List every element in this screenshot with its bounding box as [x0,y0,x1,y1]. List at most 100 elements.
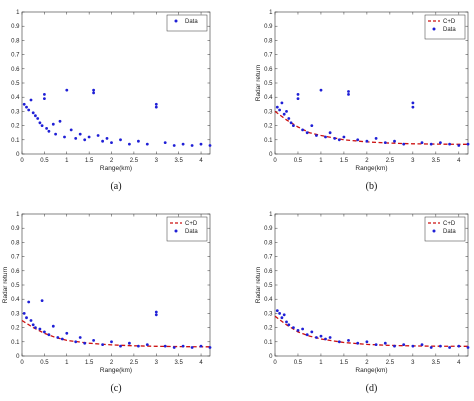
data-point [29,319,33,322]
data-point [163,141,167,145]
y-tick-label: 0.9 [264,226,273,232]
data-point [69,128,73,132]
data-point [328,131,332,135]
y-tick-label: 0.7 [11,255,20,261]
data-point [411,105,415,109]
y-tick-label: 0.1 [264,138,273,144]
data-point [22,312,26,315]
data-point [280,101,284,105]
y-tick-label: 0.8 [11,38,20,44]
legend-dot-swatch [174,19,178,23]
y-tick-label: 0.1 [264,340,273,346]
data-point [137,139,140,143]
data-point [278,108,281,112]
x-tick-label: 2.5 [130,158,139,164]
data-point [65,88,69,92]
data-point [25,316,28,320]
data-point [127,142,131,146]
data-point [301,327,304,331]
data-point [365,340,369,344]
data-point [337,138,341,142]
data-point [25,105,28,109]
data-point [181,142,185,146]
data-point [43,93,46,96]
y-tick-label: 0.2 [11,326,20,332]
data-point [466,142,470,146]
legend-entry: Data [443,229,456,235]
x-tick-label: 0.5 [294,158,303,164]
data-point [58,119,62,123]
y-tick-label: 0 [269,354,273,360]
legend-box [166,14,208,32]
data-point [347,93,350,96]
data-point [411,101,415,105]
data-point [383,341,387,345]
x-tick-label: 4 [199,158,203,164]
x-tick-label: 4 [457,360,461,366]
data-point [457,344,461,348]
data-point [74,340,78,344]
data-point [278,312,281,315]
data-point [457,144,461,147]
data-point [429,142,433,146]
y-tick-label: 0.4 [11,297,20,303]
legend-entry: Data [185,19,198,25]
x-tick-label: 1.5 [340,158,349,164]
data-point [29,98,33,102]
data-point [78,336,82,339]
x-tick-label: 0 [20,360,24,366]
y-tick-label: 0 [269,152,273,158]
data-point [154,102,158,106]
chart-panel: 0 0.1 0.2 0.3 0.4 0.5 0.6 0.7 0.8 0.9 1 0 0.5 1 1.5 2 2.… [2,212,212,394]
y-tick-label: 0 [16,354,20,360]
x-tick-label: 0.5 [294,360,303,366]
data-point [393,139,396,143]
data-point [127,341,131,345]
data-point [296,93,300,96]
y-tick-label: 0.3 [264,109,273,115]
data-point [285,110,288,113]
data-point [105,137,109,140]
data-point [275,105,279,109]
x-tick-label: 3.5 [174,360,183,366]
y-tick-label: 0.6 [11,67,20,73]
panel-caption: (b) [366,181,378,192]
data-point [275,309,279,312]
x-tick-label: 0.5 [40,360,49,366]
data-point [137,344,140,348]
y-tick-label: 0.5 [11,283,20,289]
x-tick-label: 0 [273,158,277,164]
data-point [296,329,300,332]
data-point [34,114,37,118]
x-tick-label: 3 [155,158,159,164]
data-point [163,344,167,348]
fit-line [274,110,468,145]
data-point [411,344,415,348]
data-point [65,331,69,335]
data-point [429,346,433,349]
panel-caption: (c) [110,383,121,394]
data-point [289,121,293,125]
x-axis-label: Range(km) [100,367,132,374]
y-tick-label: 0.4 [264,297,273,303]
data-point [315,134,318,137]
data-point [448,142,451,146]
data-point [199,344,203,348]
data-point [22,102,26,106]
data-point [310,124,314,127]
x-tick-label: 2 [110,360,114,366]
y-tick-label: 0.2 [11,124,20,130]
y-tick-label: 0.2 [264,124,273,130]
data-point [31,111,35,115]
data-point [47,333,51,337]
data-point [27,300,31,304]
data-point [342,135,346,139]
y-tick-label: 0.8 [11,240,20,246]
x-tick-label: 4 [199,360,203,366]
chart-panel: 0 0.1 0.2 0.3 0.4 0.5 0.6 0.7 0.8 0.9 1 0 0.5 1 1.5 2 2.… [255,212,470,394]
data-point [319,334,323,338]
legend-dot-swatch [174,229,178,233]
data-point [31,323,35,327]
x-tick-label: 3.5 [432,360,441,366]
data-point [96,134,100,137]
